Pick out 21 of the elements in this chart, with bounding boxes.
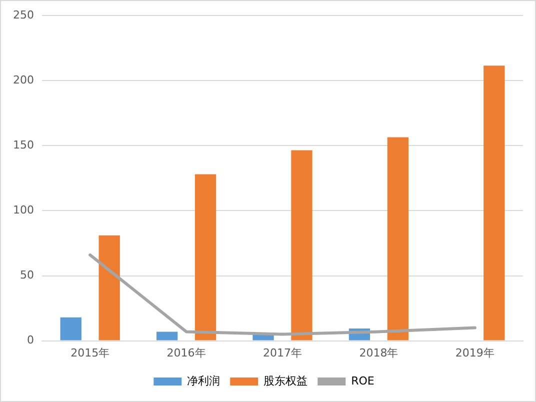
y-tick-label: 200: [12, 74, 34, 86]
bar: [156, 332, 178, 340]
y-tick-label: 50: [20, 268, 34, 282]
x-tick-label: 2016年: [166, 346, 206, 360]
x-tick-label: 2018年: [359, 346, 398, 360]
y-tick-label: 250: [12, 8, 34, 22]
x-tick-label: 2017年: [263, 346, 302, 360]
x-tick-label: 2019年: [455, 346, 494, 360]
y-tick-label: 100: [12, 204, 34, 217]
bar: [484, 66, 505, 340]
bar: [387, 137, 409, 340]
x-tick-label: 2015年: [70, 346, 110, 360]
bar: [60, 317, 82, 340]
legend-label: 净利润: [187, 374, 220, 388]
bar: [98, 235, 120, 340]
y-tick-label: 150: [12, 138, 34, 152]
legend-label: ROE: [351, 374, 374, 388]
y-tick-label: 0: [26, 334, 34, 347]
legend-label: 股东权益: [264, 374, 308, 388]
bar: [194, 174, 216, 340]
bar: [291, 150, 312, 340]
